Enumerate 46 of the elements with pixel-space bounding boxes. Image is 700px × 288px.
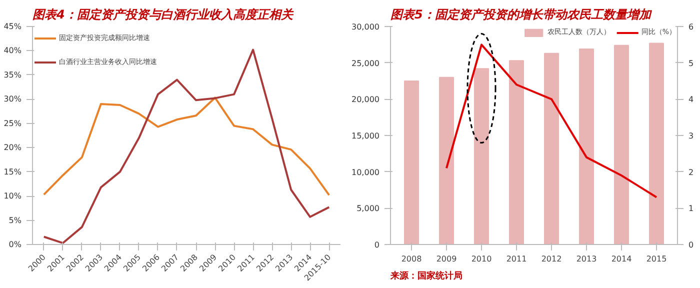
y-tick-label: 45% xyxy=(4,22,22,31)
y-tick-label: 5,000 xyxy=(356,204,380,214)
y2-tick-label: 2 xyxy=(688,168,694,177)
y-tick-label: 5% xyxy=(8,216,22,225)
bar xyxy=(544,52,559,244)
y-tick-label: 20% xyxy=(4,143,22,152)
y-tick-label: 35% xyxy=(4,70,22,80)
bar xyxy=(439,76,454,244)
bar xyxy=(649,42,664,244)
y2-tick-label: 1 xyxy=(688,204,694,214)
y-tick-label: 10,000 xyxy=(352,168,380,177)
x-tick-label: 2008 xyxy=(401,254,422,264)
y-tick-label: 20,000 xyxy=(352,95,380,104)
y-tick-label: 0% xyxy=(8,240,22,249)
y-tick-label: 40% xyxy=(4,46,22,56)
bar xyxy=(614,44,629,244)
x-tick-label: 2012 xyxy=(541,254,562,264)
line-series xyxy=(42,48,330,244)
chart-title: 图表5：固定资产投资的增长带动农民工数量增加 xyxy=(390,8,653,22)
y-tick-label: 25,000 xyxy=(352,58,380,68)
bar xyxy=(474,68,489,244)
y-tick-label: 0 xyxy=(374,240,380,250)
x-tick-label: 2013 xyxy=(576,254,597,264)
y-tick-label: 30,000 xyxy=(352,22,380,32)
bar xyxy=(404,80,419,244)
chart-title: 图表4：固定资产投资与白酒行业收入高度正相关 xyxy=(32,8,294,22)
y2-tick-label: 0 xyxy=(688,240,694,250)
line-series xyxy=(446,44,658,198)
y2-tick-label: 4 xyxy=(688,95,694,104)
x-tick-label: 2015 xyxy=(646,254,667,264)
bar xyxy=(579,48,594,244)
y2-tick-label: 6 xyxy=(688,22,694,32)
x-tick-label: 2011 xyxy=(506,254,527,264)
y2-tick-label: 3 xyxy=(688,132,694,140)
x-tick-label: 2014 xyxy=(611,254,632,264)
y-tick-label: 25% xyxy=(4,118,22,128)
y-tick-label: 15,000 xyxy=(352,132,380,140)
x-tick-label: 2009 xyxy=(436,254,457,264)
source-note: 来源：国家统计局 xyxy=(390,270,462,282)
y-tick-label: 10% xyxy=(4,192,22,201)
line-series xyxy=(42,96,330,196)
y-tick-label: 15% xyxy=(4,167,22,176)
y2-tick-label: 5 xyxy=(688,58,694,68)
y-tick-label: 30% xyxy=(4,94,22,104)
x-tick-label: 2010 xyxy=(471,254,492,264)
bar xyxy=(509,60,524,244)
